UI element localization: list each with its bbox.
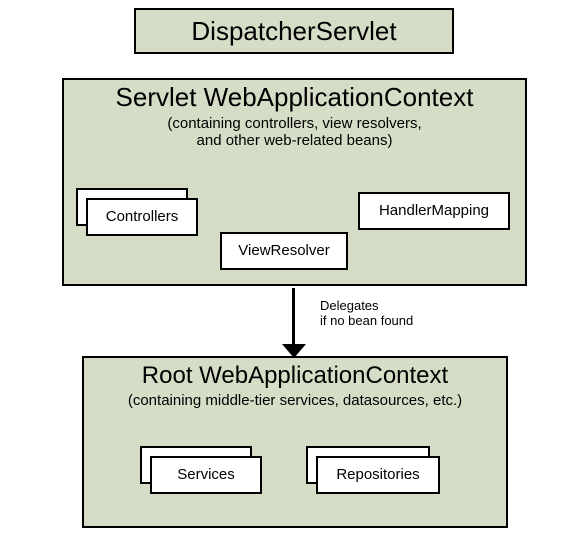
services-box-front: Services xyxy=(150,456,262,494)
handlermapping-box: HandlerMapping xyxy=(358,192,510,230)
viewresolver-label: ViewResolver xyxy=(222,234,346,268)
root-context-title: Root WebApplicationContext xyxy=(84,362,506,390)
repositories-label: Repositories xyxy=(318,458,438,492)
dispatcher-servlet-title: DispatcherServlet xyxy=(136,10,452,52)
viewresolver-box: ViewResolver xyxy=(220,232,348,270)
controllers-box-front: Controllers xyxy=(86,198,198,236)
controllers-label: Controllers xyxy=(88,200,196,234)
root-context-box: Root WebApplicationContext (containing m… xyxy=(82,356,508,528)
delegate-label-line2: if no bean found xyxy=(320,313,413,328)
servlet-context-subtitle1: (containing controllers, view resolvers, xyxy=(64,115,525,132)
delegate-label-line1: Delegates xyxy=(320,298,413,313)
handlermapping-label: HandlerMapping xyxy=(360,194,508,228)
repositories-box-front: Repositories xyxy=(316,456,440,494)
root-context-subtitle: (containing middle-tier services, dataso… xyxy=(84,392,506,409)
delegate-arrow-line xyxy=(292,288,295,346)
delegate-label: Delegates if no bean found xyxy=(320,298,413,328)
servlet-context-subtitle2: and other web-related beans) xyxy=(64,132,525,149)
services-label: Services xyxy=(152,458,260,492)
servlet-context-title: Servlet WebApplicationContext xyxy=(64,82,525,113)
dispatcher-servlet-box: DispatcherServlet xyxy=(134,8,454,54)
